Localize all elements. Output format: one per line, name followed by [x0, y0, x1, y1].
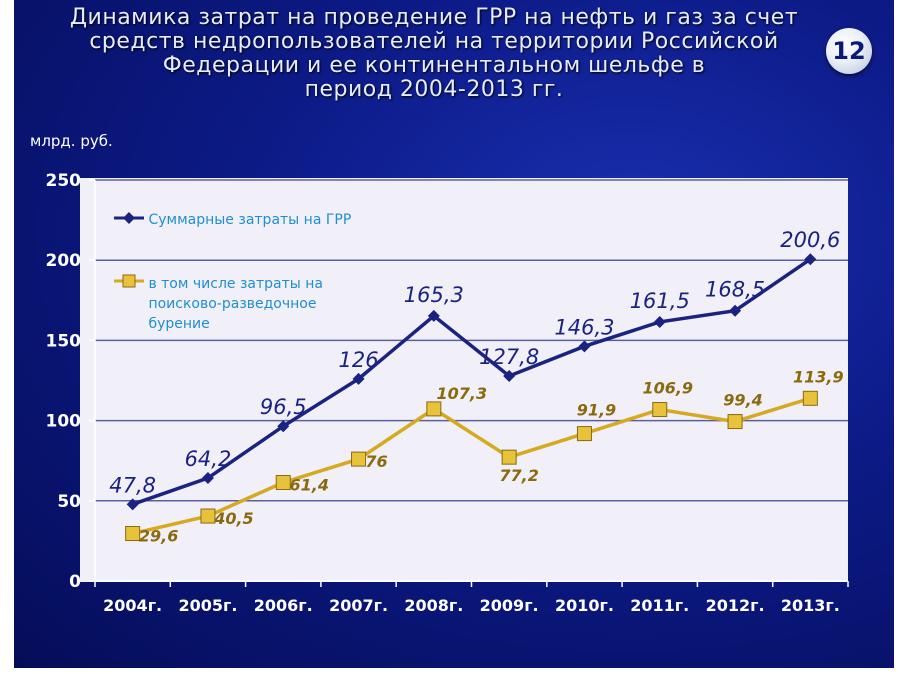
data-label-drilling: 76	[365, 452, 387, 471]
y-tick-label: 0	[69, 572, 81, 592]
data-label-total: 165,3	[404, 283, 464, 307]
data-point-drilling	[426, 401, 442, 417]
x-tick-label: 2012г.	[706, 596, 765, 615]
x-tick-label: 2010г.	[555, 596, 614, 615]
x-tick-label: 2009г.	[480, 596, 539, 615]
data-label-drilling: 99,4	[723, 391, 762, 410]
x-tick-label: 2011г.	[630, 596, 689, 615]
data-label-total: 96,5	[260, 395, 307, 419]
x-tick-label: 2008г.	[404, 596, 463, 615]
data-point-drilling	[652, 402, 668, 418]
x-tick-label: 2005г.	[178, 596, 237, 615]
data-label-total: 64,2	[185, 447, 232, 471]
series-line-total	[132, 257, 812, 506]
data-point-drilling	[275, 475, 291, 491]
x-tick-label: 2004г.	[103, 596, 162, 615]
y-tick-label: 250	[46, 171, 82, 191]
data-point-drilling	[576, 426, 592, 442]
x-tick-label: 2007г.	[329, 596, 388, 615]
legend-label: Суммарные затраты на ГРР	[148, 212, 352, 228]
data-point-drilling	[501, 449, 517, 465]
data-point-total	[201, 472, 214, 485]
data-label-drilling: 40,5	[213, 509, 253, 528]
data-point-total	[126, 498, 139, 511]
data-label-drilling: 107,3	[437, 384, 488, 403]
data-point-total	[578, 340, 591, 353]
x-tick-label: 2013г.	[781, 596, 840, 615]
data-point-total	[503, 370, 516, 383]
axes: 0 50 100 150 200 250 2004г. 2005г. 2006г. 2007г. 2…	[46, 171, 849, 615]
data-label-drilling: 77,2	[499, 466, 538, 485]
data-point-total	[427, 309, 440, 322]
legend-item-drilling: в том числе затраты на поисково-разведоч…	[114, 274, 344, 334]
legend-label-line: поисково-разведочное	[148, 296, 317, 312]
chart-title: Динамика затрат на проведение ГРР на неф…	[34, 6, 834, 102]
data-label-drilling: 91,9	[577, 401, 616, 420]
data-label-drilling: 61,4	[290, 476, 329, 495]
data-point-total	[653, 315, 666, 328]
data-label-total: 168,5	[705, 278, 765, 302]
legend-label-line: в том числе затраты на	[148, 276, 324, 292]
data-label-drilling: 29,6	[139, 527, 178, 546]
data-point-drilling	[200, 508, 216, 524]
data-label-total: 126	[339, 348, 379, 372]
title-line: Динамика затрат на проведение ГРР на неф…	[69, 5, 799, 30]
data-label-drilling: 106,9	[642, 379, 693, 398]
data-point-total	[804, 253, 817, 266]
y-tick-label: 200	[46, 251, 82, 271]
series-line-drilling	[132, 396, 811, 536]
data-point-drilling	[125, 526, 141, 542]
gridlines	[95, 179, 848, 502]
data-label-total: 200,6	[780, 228, 840, 252]
title-line: средств недропользователей на территории…	[89, 29, 779, 54]
y-tick-label: 150	[46, 331, 82, 351]
data-point-drilling	[351, 451, 367, 467]
title-line: период 2004-2013 гг.	[304, 77, 564, 102]
data-point-drilling	[727, 414, 743, 430]
y-axis-unit-label: млрд. руб.	[30, 132, 113, 150]
y-tick-label: 100	[46, 412, 82, 432]
data-point-total	[729, 304, 742, 317]
data-point-total	[352, 372, 365, 385]
diamond-marker-icon	[114, 211, 144, 229]
data-label-total: 161,5	[630, 289, 690, 313]
square-marker-icon	[114, 274, 144, 294]
y-tick-label: 50	[57, 492, 81, 512]
title-line: Федерации и ее континентальном шельфе в	[162, 53, 706, 78]
legend-item-total: Суммарные затраты на ГРР	[114, 211, 351, 229]
data-point-total	[277, 420, 290, 433]
x-tick-label: 2006г.	[254, 596, 313, 615]
legend-label-line: бурение	[148, 316, 210, 332]
data-label-total: 146,3	[554, 315, 614, 339]
data-point-drilling	[802, 390, 818, 406]
data-label-total: 127,8	[479, 345, 539, 369]
data-labels: 47,8 64,2 96,5 126 165,3 127,8 146,3 161,5 168,5…	[109, 228, 843, 545]
series	[125, 253, 818, 542]
data-label-total: 47,8	[109, 473, 156, 497]
slide-number-badge: 12	[826, 28, 872, 74]
data-label-drilling: 113,9	[793, 367, 844, 386]
